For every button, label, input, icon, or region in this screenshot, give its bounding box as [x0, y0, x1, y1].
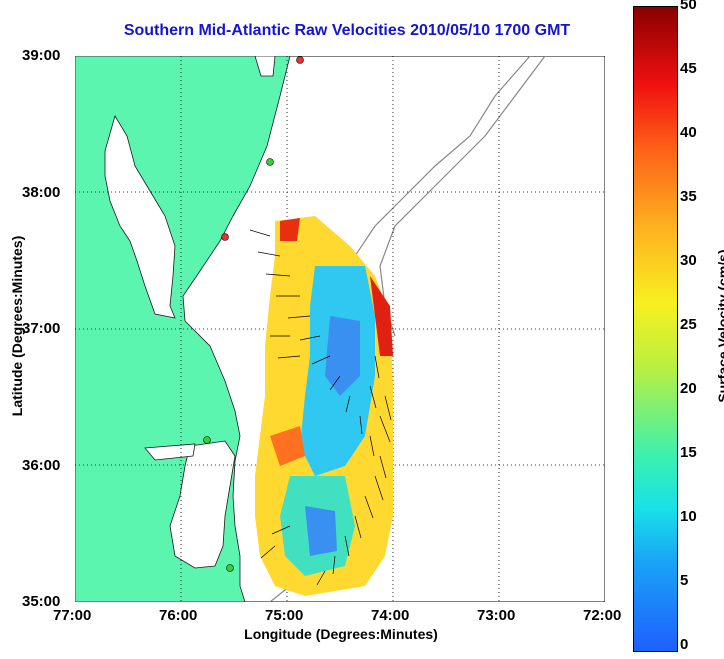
velocity-vectors — [249, 229, 392, 586]
pamlico-sound — [169, 440, 236, 569]
colorbar-tick-10: 10 — [680, 508, 697, 525]
x-tick-72: 72:00 — [583, 607, 622, 624]
colorbar-tick-15: 15 — [680, 444, 697, 461]
x-tick-77: 77:00 — [53, 607, 92, 624]
colorbar-tick-20: 20 — [680, 380, 697, 397]
station-marker — [221, 233, 229, 241]
albemarle-sound — [144, 443, 196, 461]
x-axis-label: Longitude (Degrees:Minutes) — [244, 626, 438, 642]
station-marker — [266, 158, 274, 166]
x-tick-75: 75:00 — [265, 607, 304, 624]
chesapeake-bay — [104, 115, 176, 319]
colorbar — [633, 6, 678, 652]
x-tick-73: 73:00 — [477, 607, 516, 624]
depth-contour-offshore — [379, 56, 546, 337]
delaware-bay — [254, 56, 276, 77]
colorbar-tick-25: 25 — [680, 316, 697, 333]
x-tick-74: 74:00 — [371, 607, 410, 624]
colorbar-tick-40: 40 — [680, 124, 697, 141]
station-marker — [296, 56, 304, 64]
y-tick-37: 37:00 — [22, 320, 61, 337]
colorbar-tick-50: 50 — [680, 0, 697, 13]
colorbar-tick-45: 45 — [680, 60, 697, 77]
y-tick-38: 38:00 — [22, 184, 61, 201]
map-title: Southern Mid-Atlantic Raw Velocities 201… — [123, 22, 571, 39]
y-tick-35: 35:00 — [22, 593, 61, 610]
velocity-field — [255, 216, 393, 596]
colorbar-tick-5: 5 — [680, 572, 689, 589]
x-tick-76: 76:00 — [159, 607, 198, 624]
station-marker — [203, 436, 211, 444]
station-marker — [226, 564, 234, 572]
y-tick-39: 39:00 — [22, 47, 61, 64]
y-axis-label: Latitude (Degrees:Minutes) — [9, 235, 25, 417]
colorbar-tick-35: 35 — [680, 188, 697, 205]
colorbar-tick-30: 30 — [680, 252, 697, 269]
map-plot — [75, 56, 605, 602]
colorbar-label: Surface Velocity (cm/s) — [715, 249, 724, 403]
y-tick-36: 36:00 — [22, 457, 61, 474]
colorbar-tick-0: 0 — [680, 636, 689, 653]
